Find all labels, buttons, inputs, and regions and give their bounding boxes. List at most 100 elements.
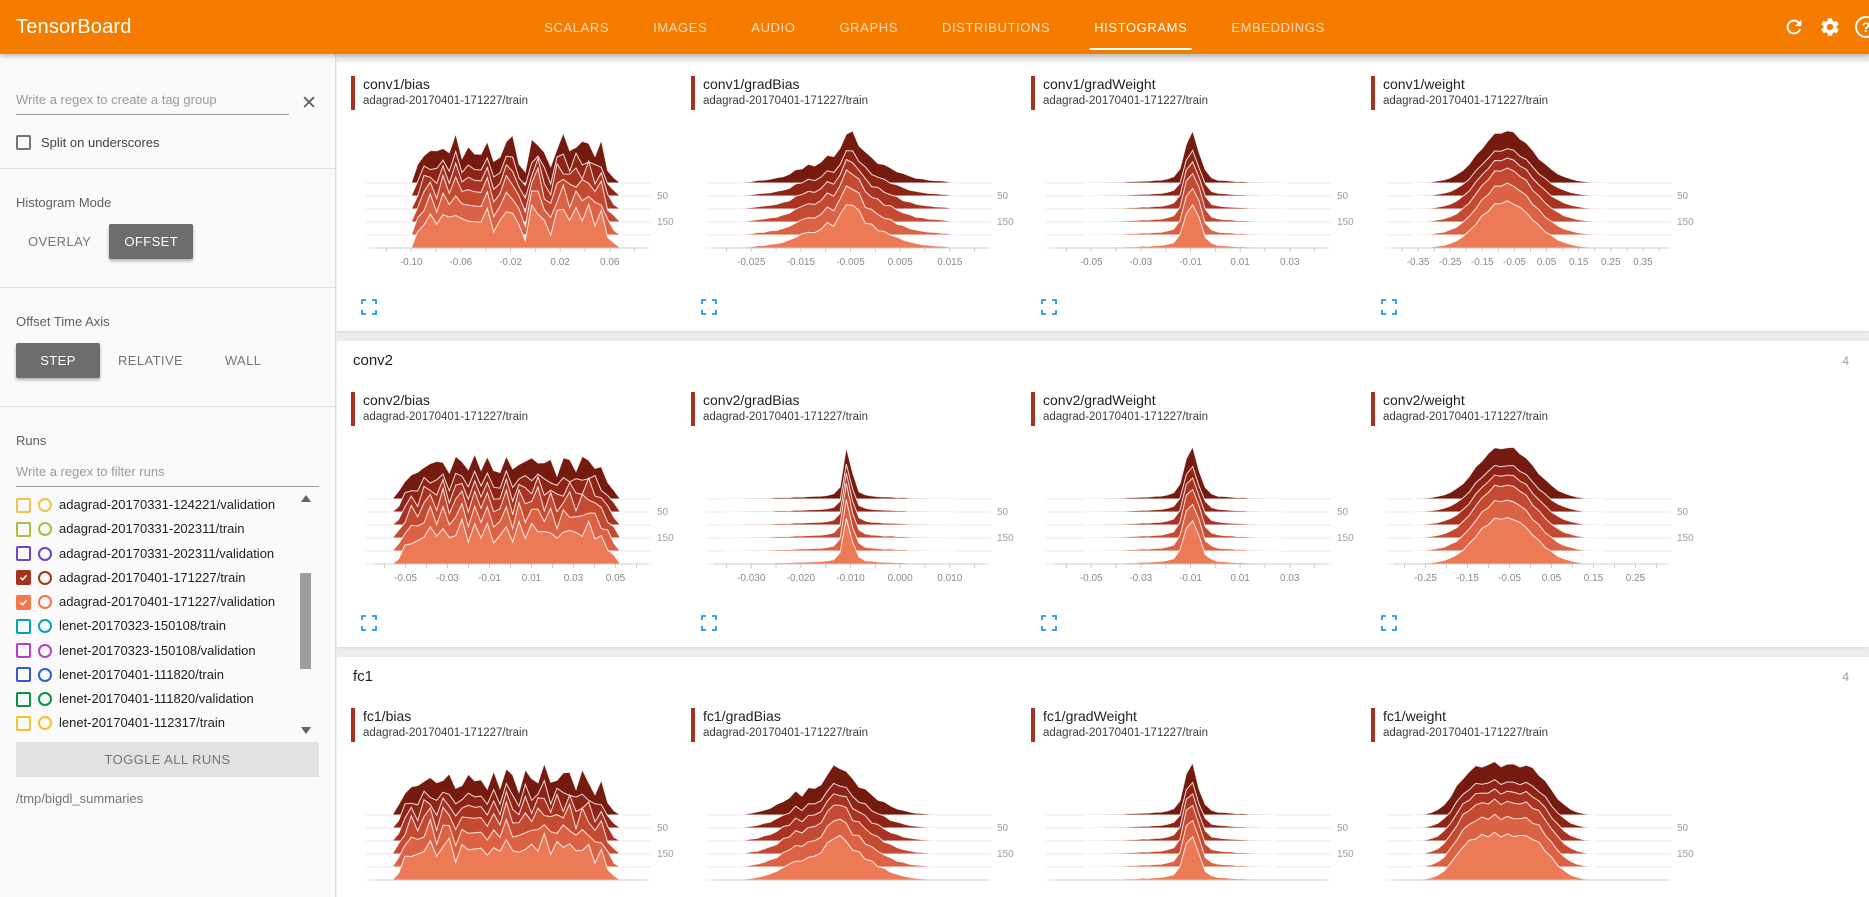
time-axis-option-step[interactable]: STEP (16, 343, 100, 378)
run-checkbox[interactable] (16, 497, 31, 513)
settings-icon[interactable] (1819, 16, 1841, 38)
run-color-bar (351, 708, 355, 742)
run-checkbox[interactable] (16, 691, 31, 707)
expand-chart-icon[interactable] (361, 299, 377, 315)
run-list-item[interactable]: adagrad-20170401-171227/validation (16, 590, 293, 614)
runs-label: Runs (16, 433, 47, 448)
svg-text:150: 150 (657, 533, 674, 544)
run-checkbox[interactable] (16, 667, 31, 683)
tag-group-name: conv2 (353, 352, 394, 369)
svg-text:0.15: 0.15 (1584, 573, 1604, 584)
histogram-mode-option-overlay[interactable]: OVERLAY (28, 234, 92, 249)
card-title-row: conv2/weight adagrad-20170401-171227/trai… (1371, 392, 1701, 426)
tag-group-name: fc1 (353, 668, 374, 685)
svg-text:-0.005: -0.005 (836, 257, 865, 268)
toggle-all-runs-button[interactable]: TOGGLE ALL RUNS (16, 741, 319, 777)
run-regex-input[interactable] (16, 458, 319, 487)
run-list-item[interactable]: adagrad-20170331-124221/validation (16, 493, 293, 517)
expand-chart-icon[interactable] (1041, 299, 1057, 315)
run-list-item[interactable]: adagrad-20170331-202311/validation (16, 542, 293, 566)
card-title-row: fc1/weight adagrad-20170401-171227/train (1371, 708, 1701, 742)
run-checkbox[interactable] (16, 715, 31, 731)
tab-distributions[interactable]: DISTRIBUTIONS (941, 19, 1051, 35)
run-list-item[interactable]: lenet-20170401-111820/train (16, 663, 293, 687)
run-radio[interactable] (38, 619, 52, 634)
tag-regex-input[interactable] (16, 86, 290, 115)
tab-graphs[interactable]: GRAPHS (839, 19, 898, 35)
run-name: lenet-20170323-150108/train (59, 618, 226, 634)
expand-chart-icon[interactable] (701, 299, 717, 315)
run-color-bar (691, 76, 695, 110)
card-title-row: conv1/gradBias adagrad-20170401-171227/tr… (691, 76, 1021, 110)
expand-chart-icon[interactable] (1381, 299, 1397, 315)
histogram-chart: 50 150 (691, 744, 1021, 897)
refresh-icon[interactable] (1783, 16, 1805, 38)
run-radio[interactable] (38, 570, 52, 585)
run-radio[interactable] (38, 692, 52, 707)
svg-text:-0.06: -0.06 (449, 257, 472, 268)
svg-text:-0.05: -0.05 (1080, 573, 1103, 584)
svg-text:0.05: 0.05 (1542, 573, 1562, 584)
svg-text:0.01: 0.01 (1230, 257, 1250, 268)
run-radio[interactable] (38, 643, 52, 658)
histograms-dashboard: conv1/bias adagrad-20170401-171227/train 5… (337, 54, 1869, 897)
run-list-item[interactable]: adagrad-20170401-171227/train (16, 566, 293, 590)
card-run-name: adagrad-20170401-171227/train (703, 726, 868, 739)
expand-chart-icon[interactable] (701, 615, 717, 631)
run-checkbox[interactable] (16, 570, 31, 586)
svg-text:150: 150 (997, 217, 1014, 228)
divider (0, 287, 335, 288)
expand-chart-icon[interactable] (361, 615, 377, 631)
run-checkbox[interactable] (16, 618, 31, 634)
card-title: conv1/gradWeight (1043, 76, 1156, 92)
time-axis-option-wall[interactable]: WALL (224, 353, 262, 368)
tab-histograms[interactable]: HISTOGRAMS (1072, 0, 1209, 54)
scroll-up-arrow[interactable] (301, 495, 311, 502)
histogram-card: conv2/gradBias adagrad-20170401-171227/tr… (691, 392, 1021, 637)
run-list-item[interactable]: lenet-20170401-112317/train (16, 711, 293, 735)
expand-chart-icon[interactable] (1041, 615, 1057, 631)
time-axis-option-relative[interactable]: RELATIVE (118, 353, 184, 368)
run-radio[interactable] (38, 498, 52, 513)
cards-row: conv2/bias adagrad-20170401-171227/train 5… (337, 378, 1869, 647)
run-radio[interactable] (38, 522, 52, 537)
run-checkbox[interactable] (16, 594, 31, 610)
split-underscores-checkbox[interactable] (16, 135, 31, 150)
run-checkbox[interactable] (16, 643, 31, 659)
tag-group-header[interactable]: fc1 4 (337, 657, 1869, 694)
svg-text:-0.025: -0.025 (737, 257, 766, 268)
tag-group-header[interactable]: conv2 4 (337, 341, 1869, 378)
svg-text:-0.01: -0.01 (1179, 573, 1202, 584)
run-radio[interactable] (38, 667, 52, 682)
histogram-chart: 50 150 -0.25 -0.15 -0.05 0.05 0.15 0.25 (1371, 428, 1701, 611)
svg-text:-0.01: -0.01 (1179, 257, 1202, 268)
tab-embeddings[interactable]: EMBEDDINGS (1231, 19, 1325, 35)
run-list-item[interactable]: lenet-20170323-150108/train (16, 614, 293, 638)
card-title-block: fc1/bias adagrad-20170401-171227/train (363, 708, 528, 742)
tag-group-section: conv1/bias adagrad-20170401-171227/train 5… (337, 62, 1869, 331)
histogram-chart: 50 150 -0.05 -0.03 -0.01 0.01 0.03 (1031, 428, 1361, 611)
scrollbar-thumb[interactable] (300, 573, 311, 669)
svg-text:-0.25: -0.25 (1439, 257, 1462, 268)
run-radio[interactable] (38, 716, 52, 731)
run-list-item[interactable]: adagrad-20170331-202311/train (16, 517, 293, 541)
run-checkbox[interactable] (16, 546, 31, 562)
histogram-mode-option-offset[interactable]: OFFSET (109, 224, 194, 259)
run-radio[interactable] (38, 546, 52, 561)
card-title-block: conv1/gradBias adagrad-20170401-171227/tr… (703, 76, 868, 110)
tab-audio[interactable]: AUDIO (751, 19, 796, 35)
run-radio[interactable] (38, 595, 52, 610)
card-title-block: fc1/gradWeight adagrad-20170401-171227/tr… (1043, 708, 1208, 742)
expand-chart-icon[interactable] (1381, 615, 1397, 631)
svg-text:0.02: 0.02 (550, 257, 570, 268)
tag-group-count: 4 (1842, 353, 1849, 368)
help-icon[interactable]: ? (1855, 16, 1869, 38)
run-list-item[interactable]: lenet-20170401-111820/validation (16, 687, 293, 711)
run-list-item[interactable]: lenet-20170323-150108/validation (16, 639, 293, 663)
runs-scrollbar[interactable] (299, 495, 313, 734)
scroll-down-arrow[interactable] (301, 726, 311, 734)
run-checkbox[interactable] (16, 521, 31, 537)
close-icon[interactable]: ✕ (301, 93, 317, 114)
tab-images[interactable]: IMAGES (653, 19, 708, 35)
tab-scalars[interactable]: SCALARS (544, 19, 610, 35)
